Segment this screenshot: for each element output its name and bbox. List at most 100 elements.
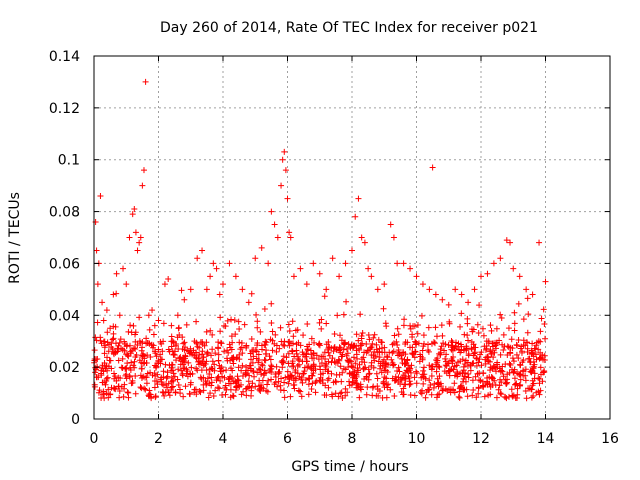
data-point bbox=[367, 346, 374, 353]
y-tick-label: 0.06 bbox=[49, 256, 80, 272]
data-point bbox=[127, 322, 134, 329]
data-point bbox=[276, 345, 283, 352]
data-point bbox=[277, 382, 284, 389]
data-point bbox=[296, 373, 303, 380]
data-point bbox=[428, 391, 435, 398]
data-point bbox=[347, 344, 354, 351]
data-point bbox=[501, 343, 508, 350]
data-point bbox=[420, 332, 427, 339]
data-point bbox=[537, 387, 544, 394]
data-point bbox=[92, 334, 99, 341]
data-point bbox=[480, 382, 487, 389]
data-point bbox=[131, 205, 138, 212]
data-point bbox=[227, 357, 234, 364]
data-point bbox=[536, 380, 543, 387]
data-point bbox=[297, 388, 304, 395]
data-point bbox=[493, 345, 500, 352]
data-point bbox=[188, 364, 195, 371]
data-point bbox=[153, 378, 160, 385]
data-point bbox=[238, 391, 245, 398]
data-point bbox=[420, 364, 427, 371]
data-point bbox=[470, 360, 477, 367]
data-point bbox=[477, 377, 484, 384]
data-point bbox=[235, 377, 242, 384]
data-point bbox=[344, 389, 351, 396]
data-point bbox=[152, 350, 159, 357]
data-point bbox=[394, 260, 401, 267]
data-point bbox=[281, 148, 288, 155]
data-point bbox=[401, 381, 408, 388]
data-point bbox=[413, 340, 420, 347]
data-point bbox=[356, 361, 363, 368]
data-point bbox=[184, 368, 191, 375]
data-point bbox=[285, 350, 292, 357]
data-point bbox=[390, 234, 397, 241]
data-point bbox=[473, 362, 480, 369]
data-point bbox=[280, 341, 287, 348]
data-point bbox=[294, 363, 301, 370]
data-point bbox=[376, 388, 383, 395]
data-point bbox=[142, 374, 149, 381]
data-point bbox=[335, 356, 342, 363]
data-point bbox=[464, 320, 471, 327]
data-point bbox=[300, 351, 307, 358]
data-point bbox=[259, 377, 266, 384]
data-point bbox=[383, 381, 390, 388]
data-point bbox=[412, 348, 419, 355]
data-point bbox=[257, 328, 264, 335]
data-point bbox=[442, 385, 449, 392]
data-point bbox=[159, 348, 166, 355]
data-point bbox=[357, 342, 364, 349]
data-point bbox=[208, 374, 215, 381]
data-point bbox=[505, 325, 512, 332]
data-point bbox=[331, 343, 338, 350]
data-point bbox=[297, 265, 304, 272]
data-point bbox=[290, 382, 297, 389]
data-point bbox=[524, 348, 531, 355]
data-point bbox=[310, 361, 317, 368]
data-point bbox=[445, 341, 452, 348]
data-point bbox=[238, 367, 245, 374]
data-point bbox=[381, 281, 388, 288]
data-point bbox=[93, 247, 100, 254]
data-point bbox=[268, 376, 275, 383]
data-point bbox=[193, 318, 200, 325]
data-point bbox=[542, 278, 549, 285]
data-point bbox=[180, 340, 187, 347]
data-point bbox=[355, 195, 362, 202]
data-point bbox=[207, 327, 214, 334]
data-point bbox=[252, 347, 259, 354]
data-point bbox=[273, 363, 280, 370]
data-point bbox=[540, 306, 547, 313]
data-point bbox=[337, 345, 344, 352]
data-point bbox=[333, 379, 340, 386]
data-point bbox=[436, 390, 443, 397]
data-point bbox=[414, 322, 421, 329]
data-point bbox=[101, 359, 108, 366]
data-point bbox=[279, 156, 286, 163]
data-point bbox=[275, 369, 282, 376]
data-point bbox=[356, 346, 363, 353]
data-point bbox=[197, 360, 204, 367]
data-point bbox=[182, 353, 189, 360]
data-point bbox=[337, 363, 344, 370]
data-point bbox=[451, 389, 458, 396]
data-point bbox=[449, 357, 456, 364]
data-point bbox=[368, 273, 375, 280]
data-point bbox=[208, 379, 215, 386]
data-point bbox=[483, 378, 490, 385]
data-point bbox=[537, 328, 544, 335]
data-point bbox=[410, 323, 417, 330]
data-point bbox=[419, 281, 426, 288]
data-point bbox=[268, 320, 275, 327]
data-point bbox=[428, 372, 435, 379]
data-point bbox=[488, 327, 495, 334]
data-point bbox=[123, 351, 130, 358]
data-point bbox=[377, 360, 384, 367]
data-point bbox=[478, 273, 484, 280]
data-point bbox=[125, 328, 132, 335]
data-point bbox=[144, 370, 151, 377]
data-point bbox=[281, 379, 288, 386]
data-point bbox=[162, 388, 169, 395]
data-point bbox=[515, 355, 522, 362]
